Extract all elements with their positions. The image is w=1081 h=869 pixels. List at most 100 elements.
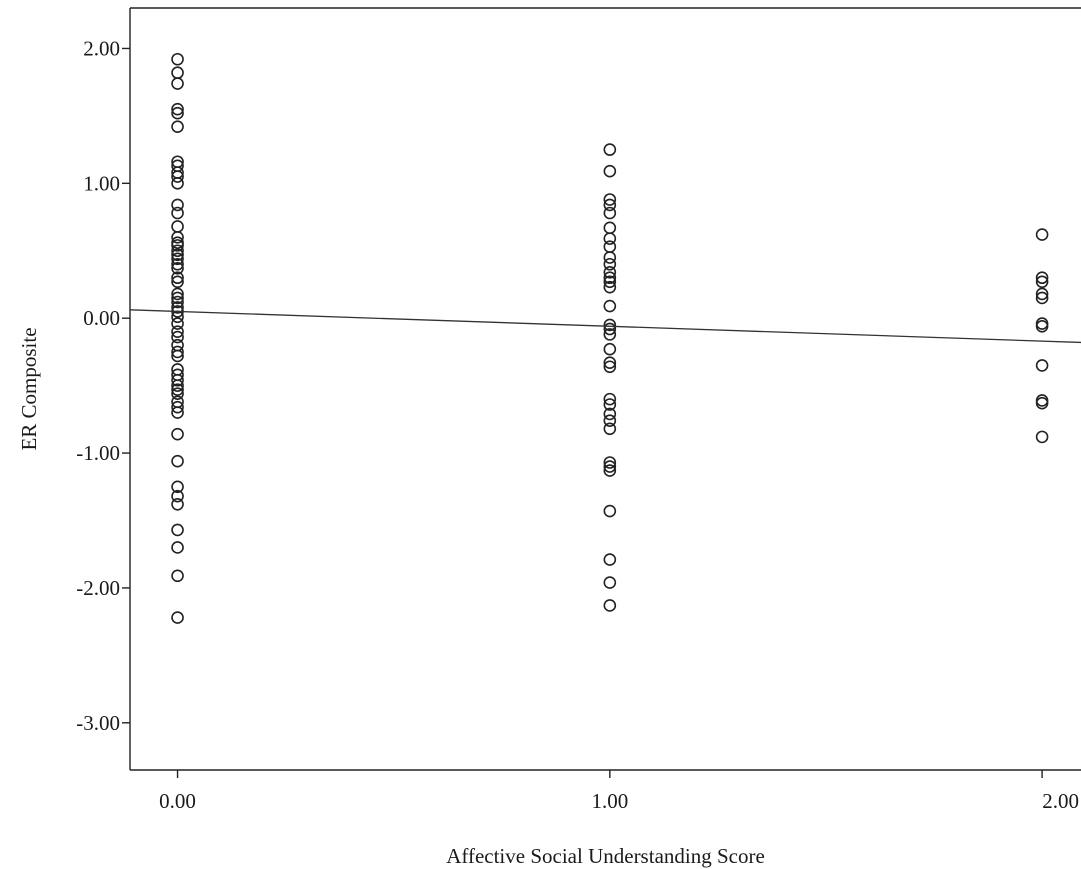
data-point: [171, 261, 184, 275]
data-point: [171, 325, 184, 338]
data-point: [603, 398, 617, 411]
data-point: [171, 427, 184, 441]
data-point: [603, 221, 617, 235]
data-point: [603, 464, 617, 477]
data-point: [603, 342, 617, 356]
data-point: [603, 504, 617, 518]
data-point: [171, 106, 184, 120]
data-point: [171, 66, 184, 80]
data-point: [171, 480, 184, 494]
data-point: [603, 240, 617, 254]
data-point: [603, 257, 617, 271]
data-point: [171, 569, 184, 583]
data-point: [603, 422, 617, 436]
data-point: [603, 143, 617, 156]
data-point: [171, 349, 184, 363]
data-point: [171, 170, 184, 183]
data-point: [603, 206, 617, 220]
data-points: [171, 52, 1049, 624]
data-point: [171, 345, 184, 359]
data-point: [1035, 291, 1049, 305]
data-point: [171, 244, 184, 258]
data-point: [171, 52, 184, 66]
data-point: [171, 301, 184, 314]
data-point: [603, 392, 617, 406]
data-point: [171, 611, 184, 624]
data-point: [171, 271, 184, 285]
data-point: [603, 271, 617, 285]
data-point: [1035, 287, 1049, 301]
x-tick-label: 1.00: [591, 789, 628, 813]
y-tick-label: 2.00: [83, 36, 120, 60]
fit-line: [129, 309, 1081, 344]
y-tick-label: -1.00: [76, 441, 120, 465]
data-point: [1035, 319, 1049, 333]
data-point: [171, 295, 184, 309]
data-point: [603, 599, 617, 612]
data-point: [603, 553, 617, 566]
data-point: [171, 317, 184, 330]
tick-labels: 2.00 1.00 0.00 -1.00 -2.00 -3.00 0.00 1.00 2.00: [76, 36, 1079, 813]
data-point: [1035, 396, 1049, 410]
data-point: [171, 252, 184, 266]
data-point: [603, 232, 617, 245]
data-point: [171, 120, 184, 133]
data-point: [171, 406, 184, 419]
data-point: [171, 383, 184, 396]
data-point: [603, 360, 617, 374]
data-point: [603, 251, 617, 264]
data-point: [171, 400, 184, 414]
data-point: [603, 322, 617, 336]
data-point: [1035, 275, 1049, 289]
data-point: [603, 318, 617, 332]
y-tick-label: 0.00: [83, 306, 120, 330]
data-point: [603, 266, 617, 279]
data-point: [603, 198, 617, 212]
data-point: [171, 206, 184, 220]
axes: [122, 7, 1081, 778]
data-point: [603, 164, 617, 178]
data-point: [171, 102, 184, 116]
data-point: [171, 198, 184, 212]
data-point: [171, 379, 184, 392]
x-tick-label: 2.00: [1042, 789, 1079, 813]
data-point: [171, 275, 184, 289]
data-point: [171, 291, 184, 305]
data-point: [171, 230, 184, 244]
data-point: [171, 489, 184, 503]
data-point: [603, 328, 617, 341]
data-point: [171, 330, 184, 344]
data-point: [603, 576, 617, 589]
data-point: [603, 193, 617, 206]
data-point: [1035, 430, 1049, 444]
data-point: [603, 275, 617, 289]
data-point: [171, 287, 184, 301]
x-tick-label: 0.00: [159, 789, 196, 813]
data-point: [603, 414, 617, 427]
data-point: [171, 220, 184, 233]
data-point: [171, 373, 184, 387]
data-point: [171, 248, 184, 262]
data-point: [1035, 359, 1049, 372]
data-point: [171, 498, 184, 511]
y-tick-label: -2.00: [76, 576, 120, 600]
data-point: [603, 280, 617, 294]
data-point: [1035, 271, 1049, 285]
data-point: [171, 523, 184, 537]
data-point: [171, 239, 184, 252]
data-point: [171, 77, 184, 90]
y-tick-label: -3.00: [76, 711, 120, 735]
data-point: [171, 454, 184, 468]
data-point: [171, 541, 184, 554]
y-axis-title: ER Composite: [17, 327, 41, 450]
data-point: [171, 177, 184, 190]
data-point: [603, 460, 617, 473]
y-tick-label: 1.00: [83, 171, 120, 195]
data-point: [171, 257, 184, 271]
data-point: [603, 299, 617, 313]
data-point: [603, 456, 617, 469]
data-point: [603, 407, 617, 421]
data-point: [1035, 228, 1049, 241]
x-axis-title: Affective Social Understanding Score: [446, 844, 765, 868]
